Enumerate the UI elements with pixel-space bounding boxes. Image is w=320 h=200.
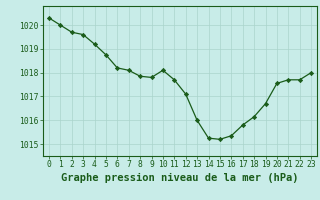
X-axis label: Graphe pression niveau de la mer (hPa): Graphe pression niveau de la mer (hPa) <box>61 173 299 183</box>
